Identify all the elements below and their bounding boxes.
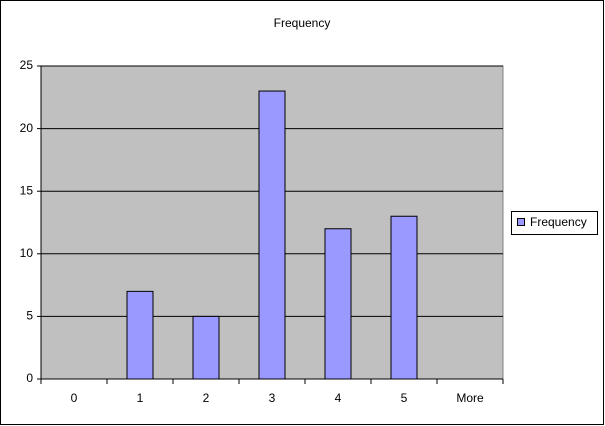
legend-label: Frequency — [530, 215, 587, 229]
x-tick-label: 4 — [335, 391, 342, 405]
bar — [324, 228, 352, 380]
x-tick-label: 5 — [401, 391, 408, 405]
x-tick-label: 1 — [137, 391, 144, 405]
legend — [511, 211, 598, 235]
x-tick-label: 0 — [71, 391, 78, 405]
x-tick-label: 3 — [269, 391, 276, 405]
x-tick-label: More — [456, 391, 484, 405]
y-tick-label: 5 — [26, 309, 33, 323]
chart-title: Frequency — [274, 16, 331, 30]
y-tick-label: 20 — [20, 121, 34, 135]
y-tick-label: 15 — [20, 183, 34, 197]
y-tick-label: 10 — [20, 246, 34, 260]
bar — [258, 90, 286, 380]
bar — [192, 315, 220, 380]
bar — [390, 215, 418, 380]
x-tick-label: 2 — [203, 391, 210, 405]
bar — [126, 290, 154, 380]
legend-swatch — [517, 218, 525, 226]
y-tick-label: 25 — [20, 58, 34, 72]
y-tick-label: 0 — [26, 371, 33, 385]
